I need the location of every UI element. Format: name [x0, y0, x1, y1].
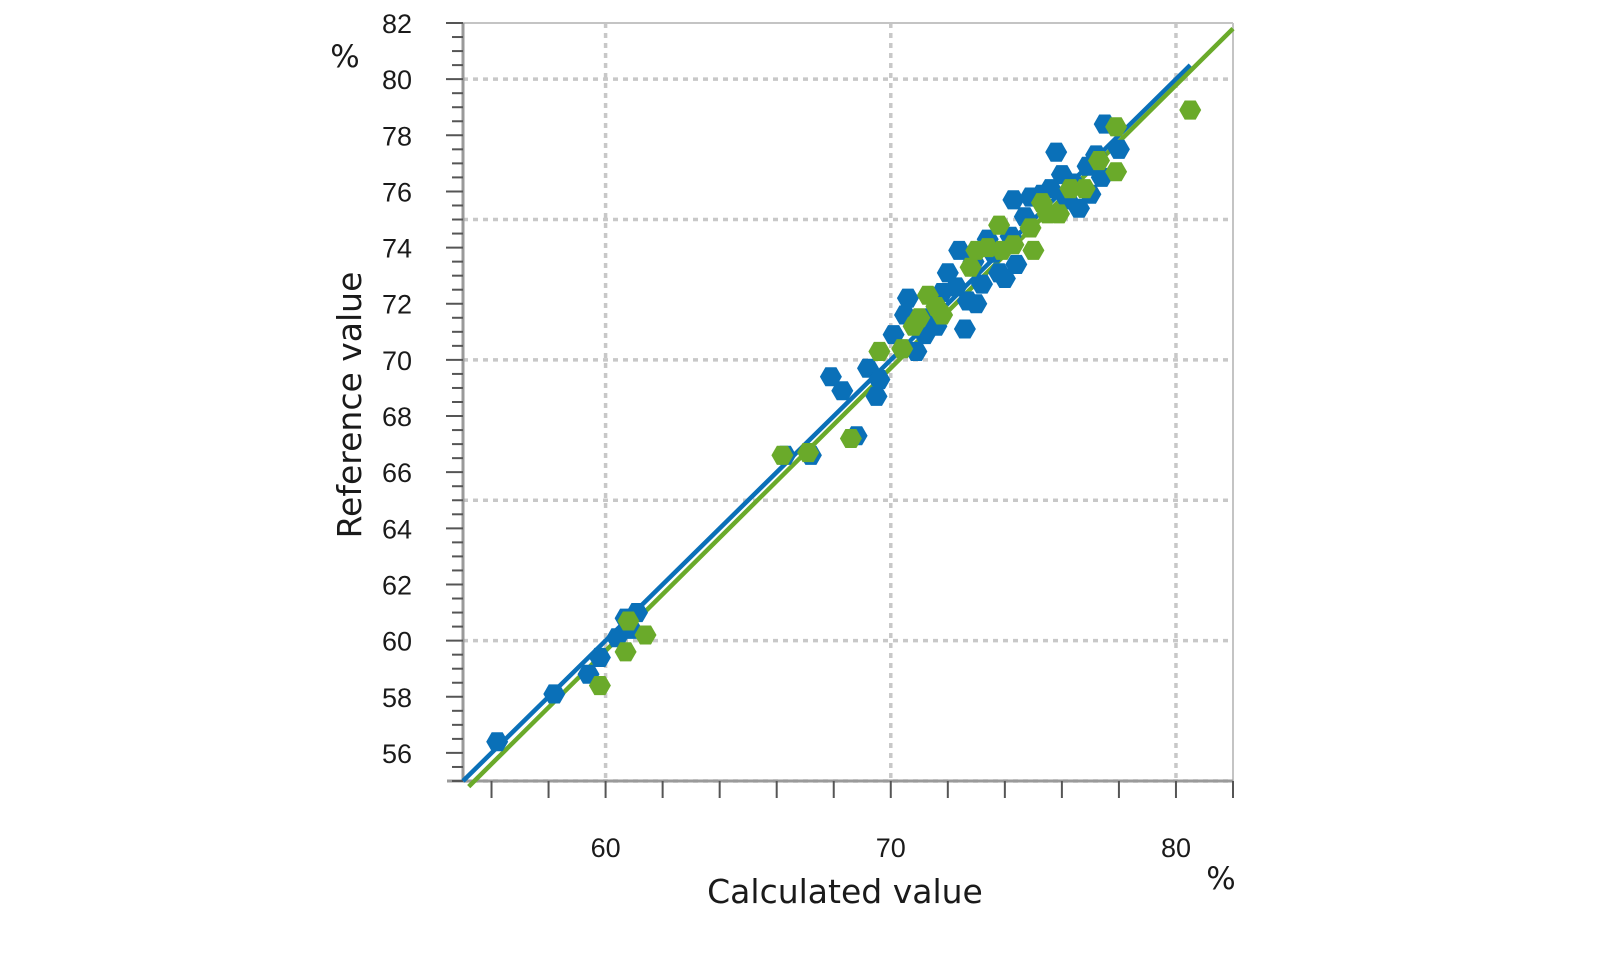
data-point-calibration — [831, 381, 854, 401]
data-point-calibration — [953, 319, 976, 339]
data-point-validation — [839, 429, 862, 448]
y-tick-label: 58 — [382, 683, 412, 713]
data-point-validation — [614, 642, 637, 662]
data-point-validation — [797, 443, 820, 463]
data-point-calibration — [1005, 254, 1028, 274]
data-point-validation — [771, 445, 794, 465]
data-point-calibration — [543, 684, 566, 704]
data-point-validation — [931, 305, 954, 325]
data-point-validation — [1105, 162, 1128, 182]
data-point-calibration — [865, 386, 888, 406]
x-axis-title: Calculated value — [707, 872, 983, 911]
data-point-calibration — [948, 240, 971, 260]
data-point-validation — [1105, 117, 1128, 137]
y-axis-unit: % — [330, 39, 359, 75]
y-tick-label: 74 — [382, 234, 412, 264]
data-point-validation — [1002, 235, 1025, 255]
y-tick-label: 62 — [382, 570, 412, 600]
x-tick-label: 70 — [876, 833, 906, 863]
data-point-calibration — [868, 370, 891, 390]
data-point-validation — [1048, 204, 1070, 224]
x-tick-label: 80 — [1161, 833, 1191, 863]
data-point-validation — [634, 625, 657, 645]
x-tick-label: 60 — [591, 833, 621, 863]
data-point-validation — [959, 257, 982, 277]
data-point-calibration — [588, 647, 611, 667]
data-point-calibration — [486, 732, 509, 752]
y-tick-label: 80 — [382, 65, 412, 95]
data-point-validation — [891, 339, 914, 359]
data-point-calibration — [1045, 142, 1068, 162]
y-axis-title: Reference value — [330, 272, 369, 539]
data-point-validation — [588, 676, 611, 696]
label-layer: Calculated value Reference value % % 56 5… — [330, 9, 1236, 911]
y-tick-label: 64 — [382, 514, 412, 544]
data-point-validation — [988, 215, 1011, 235]
y-tick-label: 76 — [382, 177, 412, 207]
data-point-calibration — [965, 294, 988, 314]
axis-layer — [446, 22, 1234, 798]
data-point-calibration — [993, 268, 1016, 288]
data-point-calibration — [819, 367, 842, 387]
data-point-calibration — [945, 277, 968, 297]
data-point-calibration — [1068, 198, 1090, 218]
data-point-validation — [1019, 218, 1042, 238]
data-point-calibration — [1002, 190, 1025, 210]
y-tick-label: 68 — [382, 402, 412, 432]
x-axis-unit: % — [1206, 861, 1235, 897]
y-tick-label: 70 — [382, 346, 412, 376]
y-tick-label: 72 — [382, 290, 412, 320]
y-tick-label: 78 — [382, 121, 412, 151]
y-tick-label: 66 — [382, 458, 412, 488]
data-point-validation — [1088, 151, 1110, 171]
data-point-calibration — [1107, 139, 1130, 159]
y-tick-label: 60 — [382, 627, 412, 657]
data-point-validation — [1022, 240, 1045, 260]
data-point-validation — [1073, 179, 1096, 199]
data-point-validation — [868, 341, 891, 361]
data-point-validation — [617, 611, 640, 631]
data-point-validation — [908, 308, 931, 328]
data-point-calibration — [896, 288, 919, 308]
data-point-layer — [486, 100, 1202, 752]
data-point-validation — [1179, 100, 1202, 120]
y-tick-label: 82 — [382, 9, 412, 39]
data-point-calibration — [971, 274, 993, 294]
data-point-validation — [1059, 179, 1082, 199]
y-tick-label: 56 — [382, 739, 412, 769]
